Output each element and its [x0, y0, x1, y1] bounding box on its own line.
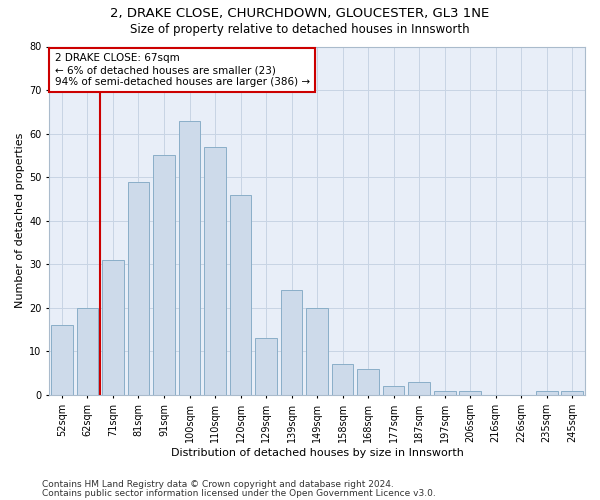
Bar: [128, 182, 149, 395]
Bar: [77, 308, 98, 395]
Bar: [230, 194, 251, 395]
Bar: [51, 325, 73, 395]
Bar: [306, 308, 328, 395]
Text: 2 DRAKE CLOSE: 67sqm
← 6% of detached houses are smaller (23)
94% of semi-detach: 2 DRAKE CLOSE: 67sqm ← 6% of detached ho…: [55, 54, 310, 86]
Text: Size of property relative to detached houses in Innsworth: Size of property relative to detached ho…: [130, 22, 470, 36]
Bar: [562, 390, 583, 395]
Bar: [409, 382, 430, 395]
Text: Contains HM Land Registry data © Crown copyright and database right 2024.: Contains HM Land Registry data © Crown c…: [42, 480, 394, 489]
Bar: [357, 369, 379, 395]
Bar: [281, 290, 302, 395]
Bar: [153, 156, 175, 395]
X-axis label: Distribution of detached houses by size in Innsworth: Distribution of detached houses by size …: [170, 448, 464, 458]
Bar: [204, 146, 226, 395]
Bar: [383, 386, 404, 395]
Text: 2, DRAKE CLOSE, CHURCHDOWN, GLOUCESTER, GL3 1NE: 2, DRAKE CLOSE, CHURCHDOWN, GLOUCESTER, …: [110, 8, 490, 20]
Bar: [102, 260, 124, 395]
Bar: [536, 390, 557, 395]
Bar: [255, 338, 277, 395]
Bar: [332, 364, 353, 395]
Text: Contains public sector information licensed under the Open Government Licence v3: Contains public sector information licen…: [42, 489, 436, 498]
Y-axis label: Number of detached properties: Number of detached properties: [15, 133, 25, 308]
Bar: [460, 390, 481, 395]
Bar: [434, 390, 455, 395]
Bar: [179, 120, 200, 395]
